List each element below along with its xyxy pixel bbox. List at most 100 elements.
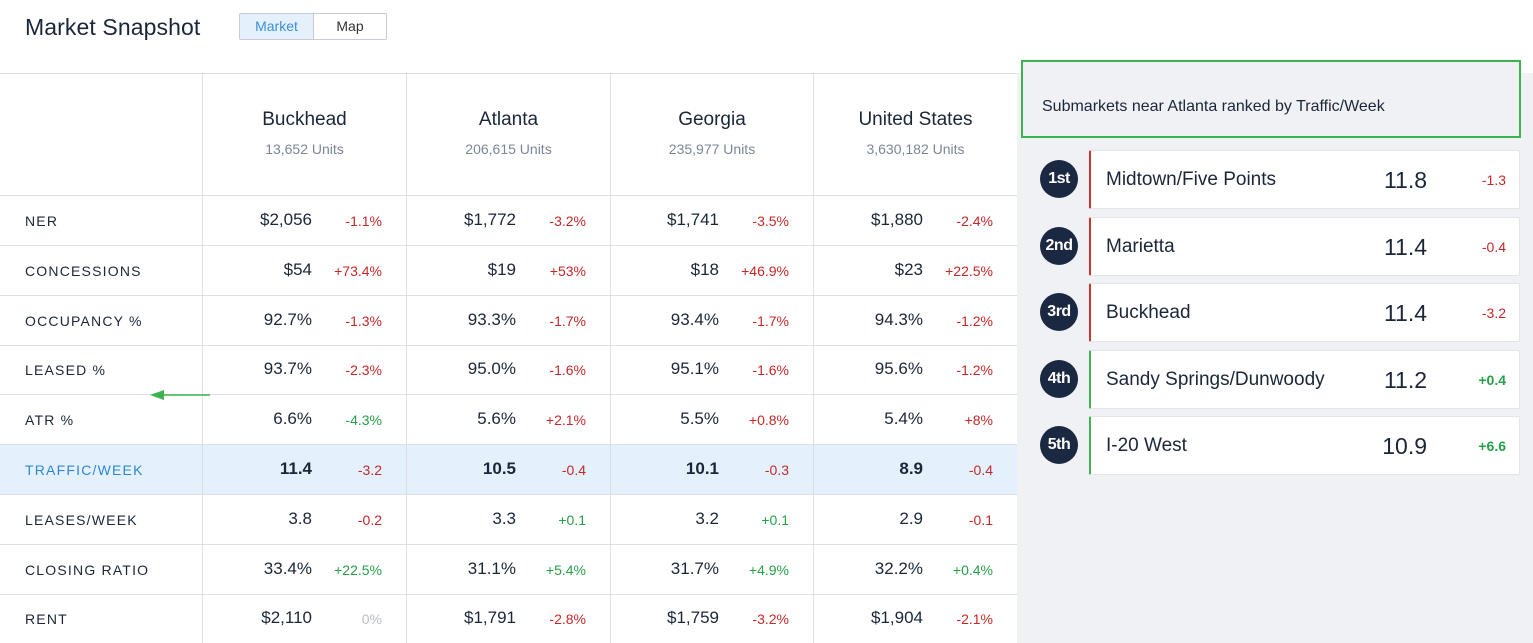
table-row[interactable]: RENT $2,110 0% $1,791 -2.8% $1,759 -3.2% $1,904… [0, 594, 1017, 643]
table-cell: 31.1% +5.4% [406, 544, 610, 595]
cell-change: +53% [549, 262, 586, 279]
cell-value: $2,056 [260, 210, 312, 229]
table-row[interactable]: LEASED % 93.7% -2.3% 95.0% -1.6% 95.1% -1.6% 95… [0, 345, 1017, 396]
table-cell: 11.4 -3.2 [202, 445, 406, 495]
cell-value: 92.7% [263, 309, 312, 329]
cell-change: +0.4% [952, 561, 993, 578]
cell-value: 5.6% [477, 409, 516, 429]
row-label: TRAFFIC/WEEK [25, 462, 144, 478]
cell-change: +46.9% [741, 262, 789, 279]
cell-change: +22.5% [945, 262, 993, 279]
submarket-name: Buckhead [1106, 302, 1191, 323]
row-label: ATR % [25, 412, 75, 429]
cell-change: +5.4% [545, 561, 586, 578]
cell-change: -3.2 [357, 462, 382, 478]
cell-value: 5.4% [884, 409, 923, 429]
cell-value: $1,904 [871, 608, 923, 628]
table-row[interactable]: LEASES/WEEK 3.8 -0.2 3.3 +0.1 3.2 +0.1 2.9 -0.1 [0, 494, 1017, 545]
cell-value: 93.3% [467, 309, 516, 329]
ranking-card[interactable]: Buckhead 11.4 -3.2 [1089, 283, 1520, 342]
submarket-value: 11.8 [1383, 167, 1427, 193]
cell-change: -1.6% [549, 362, 586, 379]
cell-change: -4.3% [345, 412, 382, 429]
cell-change: -1.7% [752, 312, 789, 329]
table-row[interactable]: CLOSING RATIO 33.4% +22.5% 31.1% +5.4% 31.7% +… [0, 544, 1017, 595]
submarket-change: -1.3 [1481, 172, 1506, 188]
cell-change: +73.4% [334, 262, 382, 279]
table-cell: 94.3% -1.2% [813, 295, 1017, 346]
cell-value: 32.2% [874, 558, 923, 578]
rank-badge: 5th [1040, 426, 1078, 464]
column-header[interactable]: United States 3,630,182 Units [813, 74, 1017, 196]
submarket-value: 10.9 [1382, 433, 1427, 459]
cell-change: -1.7% [549, 312, 586, 329]
table-cell: $19 +53% [406, 245, 610, 296]
cell-value: 31.7% [670, 558, 719, 578]
cell-change: -3.2% [752, 611, 789, 628]
ranking-card[interactable]: Midtown/Five Points 11.8 -1.3 [1089, 150, 1520, 209]
table-cell: $2,056 -1.1% [202, 196, 406, 246]
rank-badge: 1st [1040, 160, 1078, 198]
tab-map[interactable]: Map [314, 14, 386, 39]
table-cell: 95.0% -1.6% [406, 345, 610, 396]
row-label: CLOSING RATIO [25, 561, 150, 578]
cell-change: -0.1 [968, 511, 993, 528]
table-cell: 5.5% +0.8% [610, 395, 813, 446]
table-row[interactable]: NER $2,056 -1.1% $1,772 -3.2% $1,741 -3.5% $1,8… [0, 196, 1017, 246]
table-cell: $1,759 -3.2% [610, 594, 813, 643]
ranking-card[interactable]: I-20 West 10.9 +6.6 [1089, 416, 1520, 475]
submarket-name: Midtown/Five Points [1106, 169, 1277, 190]
submarket-change: +0.4 [1478, 371, 1506, 388]
row-label: LEASES/WEEK [25, 511, 138, 528]
annotation-arrow-icon [150, 390, 210, 400]
cell-value: 94.3% [874, 309, 923, 329]
cell-change: +0.1 [558, 511, 586, 528]
cell-value: 10.1 [685, 459, 719, 478]
submarket-value: 11.4 [1383, 300, 1427, 326]
row-label: OCCUPANCY % [25, 312, 143, 329]
column-header[interactable]: Georgia 235,977 Units [610, 74, 813, 196]
ranking-item[interactable]: 2nd Marietta 11.4 -0.4 [1040, 216, 1520, 276]
ranking-item[interactable]: 4th Sandy Springs/Dunwoody 11.2 +0.4 [1040, 349, 1520, 409]
rank-badge: 3rd [1040, 293, 1078, 331]
cell-change: -1.2% [956, 312, 993, 329]
row-label: NER [25, 213, 59, 229]
submarket-change: +6.6 [1478, 438, 1506, 454]
cell-value: 10.5 [482, 459, 516, 478]
column-units: 3,630,182 Units [866, 141, 965, 157]
table-cell: $54 +73.4% [202, 245, 406, 296]
column-name: Georgia [678, 109, 746, 130]
view-toggle: Market Map [239, 13, 387, 40]
cell-change: +8% [964, 412, 993, 429]
ranking-card[interactable]: Marietta 11.4 -0.4 [1089, 216, 1520, 276]
table-row[interactable]: CONCESSIONS $54 +73.4% $19 +53% $18 +46.9% $23 +… [0, 245, 1017, 296]
table-cell: 3.2 +0.1 [610, 494, 813, 545]
column-header[interactable]: Atlanta 206,615 Units [406, 74, 610, 196]
table-cell: 33.4% +22.5% [202, 544, 406, 595]
table-cell: 8.9 -0.4 [813, 445, 1017, 495]
table-cell: 32.2% +0.4% [813, 544, 1017, 595]
ranking-item[interactable]: 5th I-20 West 10.9 +6.6 [1040, 416, 1520, 475]
submarket-change: -3.2 [1481, 305, 1506, 321]
tab-market[interactable]: Market [240, 14, 314, 39]
column-name: Atlanta [478, 109, 539, 130]
rank-badge: 2nd [1040, 226, 1078, 265]
table-row[interactable]: OCCUPANCY % 92.7% -1.3% 93.3% -1.7% 93.4% -1.7… [0, 295, 1017, 346]
cell-value: 93.7% [263, 359, 312, 379]
cell-value: 95.1% [670, 359, 719, 379]
cell-change: -3.2% [549, 213, 586, 229]
ranking-card[interactable]: Sandy Springs/Dunwoody 11.2 +0.4 [1089, 349, 1520, 409]
table-cell: 3.3 +0.1 [406, 494, 610, 545]
cell-change: -0.4 [968, 462, 993, 478]
ranking-item[interactable]: 3rd Buckhead 11.4 -3.2 [1040, 283, 1520, 342]
cell-value: $1,880 [871, 210, 923, 229]
cell-change: -0.3 [764, 462, 789, 478]
column-name: United States [858, 109, 973, 130]
column-header[interactable]: Buckhead 13,652 Units [202, 74, 406, 196]
cell-change: +22.5% [334, 561, 382, 578]
ranking-item[interactable]: 1st Midtown/Five Points 11.8 -1.3 [1040, 150, 1520, 209]
table-row[interactable]: TRAFFIC/WEEK 11.4 -3.2 10.5 -0.4 10.1 -0.3 8.9 -… [0, 445, 1017, 495]
table-cell: $1,904 -2.1% [813, 594, 1017, 643]
cell-change: -2.1% [956, 611, 993, 628]
table-row[interactable]: ATR % 6.6% -4.3% 5.6% +2.1% 5.5% +0.8% 5.4% +8% [0, 395, 1017, 446]
